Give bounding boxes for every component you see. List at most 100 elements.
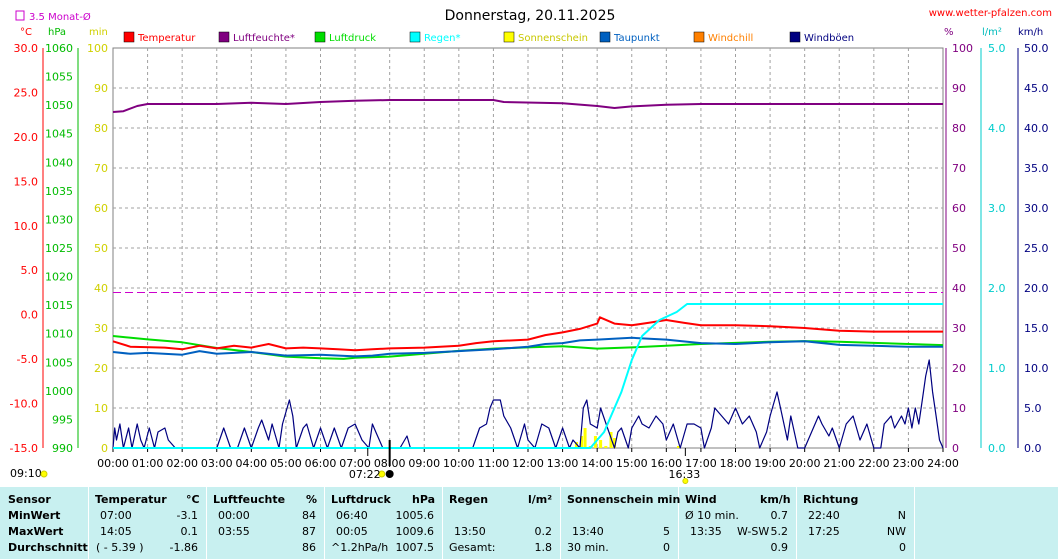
- divider: [914, 487, 915, 559]
- unit-rain: l/m²: [982, 27, 1002, 38]
- x-tick-label: 24:00: [927, 457, 959, 470]
- humidity-tick-label: 40: [952, 282, 966, 295]
- x-tick-label: 01:00: [132, 457, 164, 470]
- legend-swatch: [314, 31, 326, 43]
- min-hum-value: 84: [302, 509, 316, 522]
- unit-sun: min: [89, 27, 108, 38]
- x-tick-label: 14:00: [581, 457, 613, 470]
- divider: [678, 487, 679, 559]
- humidity-tick-label: 10: [952, 402, 966, 415]
- humidity-tick-label: 80: [952, 122, 966, 135]
- sunrise-time-label: 07:22: [349, 468, 381, 481]
- min-press-time: 06:40: [336, 509, 368, 522]
- min-temp-value: -3.1: [176, 509, 198, 522]
- rain-tick-label: 1.0: [988, 362, 1006, 375]
- temp-tick-label: -15.0: [10, 442, 38, 455]
- left-time-label: 09:10: [10, 467, 42, 480]
- humidity-tick-label: 100: [952, 42, 973, 55]
- moon-icon: [385, 470, 394, 478]
- site-url[interactable]: www.wetter-pfalzen.com: [929, 8, 1052, 19]
- max-temp-value: 0.1: [180, 525, 199, 538]
- pressure-tick-label: 995: [52, 413, 73, 426]
- sunshine-bar: [580, 436, 584, 448]
- sunshine-bar: [612, 438, 616, 448]
- x-tick-label: 05:00: [270, 457, 302, 470]
- sun-tick-label: 20: [94, 362, 108, 375]
- x-tick-label: 02:00: [166, 457, 198, 470]
- sunset-sun-icon: [682, 478, 689, 484]
- avg-legend-box: [15, 10, 25, 21]
- x-tick-label: 00:00: [97, 457, 129, 470]
- header-wind: Wind: [685, 493, 717, 506]
- axes: 30.0 25.0 20.0 15.0 10.0 5.0 0.0 -5.0 -10.0 -15.0…: [10, 42, 1049, 470]
- x-tick-label: 23:00: [893, 457, 925, 470]
- sun-total-label: 30 min.: [567, 541, 609, 554]
- avg-wind-value: 0.9: [770, 541, 789, 554]
- sun-tick-label: 10: [94, 402, 108, 415]
- wind-tick-label: 45.0: [1024, 82, 1049, 95]
- pressure-tick-label: 1005: [45, 356, 73, 369]
- sunshine-bar: [604, 446, 608, 448]
- series-line-windböen: [112, 359, 944, 449]
- unit-temp: °C: [20, 27, 32, 38]
- sun-tick-label: 80: [94, 122, 108, 135]
- unit-pressure: hPa: [48, 27, 66, 38]
- avg-temp-value: -1.86: [169, 541, 198, 554]
- pressure-tick-label: 1000: [45, 385, 73, 398]
- legend-label: Taupunkt: [613, 33, 660, 44]
- legend-label: Luftfeuchte*: [233, 33, 295, 44]
- max-dir-time: 17:25: [808, 525, 840, 538]
- temp-tick-label: 0.0: [21, 309, 39, 322]
- pressure-tick-label: 1045: [45, 128, 73, 141]
- divider: [206, 487, 207, 559]
- max-wind-dir: W-SW: [737, 525, 770, 538]
- legend-swatch: [409, 31, 421, 43]
- min-press-value: 1005.6: [395, 509, 435, 522]
- max-hum-value: 87: [302, 525, 316, 538]
- min-wind-value: 0.7: [770, 509, 789, 522]
- legend-label: Windchill: [708, 33, 753, 44]
- pressure-tick-label: 1015: [45, 299, 73, 312]
- sun-tick-label: 70: [94, 162, 108, 175]
- max-press-value: 1009.6: [395, 525, 435, 538]
- row-label-average: Durchschnitt: [8, 541, 88, 554]
- humidity-tick-label: 30: [952, 322, 966, 335]
- humidity-tick-label: 20: [952, 362, 966, 375]
- x-tick-label: 04:00: [235, 457, 267, 470]
- humidity-tick-label: 50: [952, 242, 966, 255]
- header-rain-unit: l/m²: [528, 493, 553, 506]
- divider: [442, 487, 443, 559]
- sunshine-bar: [676, 446, 680, 448]
- humidity-tick-label: 90: [952, 82, 966, 95]
- avg-temp-extra: ( - 5.39 ): [96, 541, 144, 554]
- legend: Temperatur Luftfeuchte* Luftdruck Regen* Son…: [123, 31, 854, 44]
- temp-tick-label: -5.0: [17, 353, 38, 366]
- avg-press-trend: ^1.2hPa/h: [331, 541, 389, 554]
- rain-total-value: 1.8: [534, 541, 553, 554]
- max-rain-time: 13:50: [454, 525, 486, 538]
- x-tick-label: 12:00: [512, 457, 544, 470]
- header-wind-unit: km/h: [760, 493, 791, 506]
- max-dir-value: NW: [886, 525, 906, 538]
- legend-label: Regen*: [424, 33, 461, 44]
- pressure-tick-label: 1060: [45, 42, 73, 55]
- wind-tick-label: 35.0: [1024, 162, 1049, 175]
- rain-tick-label: 0.0: [988, 442, 1006, 455]
- temp-tick-label: 20.0: [14, 131, 39, 144]
- sunshine-bar: [574, 442, 578, 448]
- sun-tick-label: 50: [94, 242, 108, 255]
- legend-swatch: [218, 31, 230, 43]
- header-direction: Richtung: [803, 493, 859, 506]
- temp-tick-label: 25.0: [14, 86, 39, 99]
- wind-tick-label: 30.0: [1024, 202, 1049, 215]
- sun-tick-label: 0: [101, 442, 108, 455]
- header-rain: Regen: [449, 493, 489, 506]
- series-line-luftfeuchte: [112, 99, 943, 113]
- pressure-tick-label: 1035: [45, 185, 73, 198]
- divider: [796, 487, 797, 559]
- min-dir-time: 22:40: [808, 509, 840, 522]
- min-temp-time: 07:00: [100, 509, 132, 522]
- rain-tick-label: 5.0: [988, 42, 1006, 55]
- legend-swatch: [693, 31, 705, 43]
- header-sensor: Sensor: [8, 493, 51, 506]
